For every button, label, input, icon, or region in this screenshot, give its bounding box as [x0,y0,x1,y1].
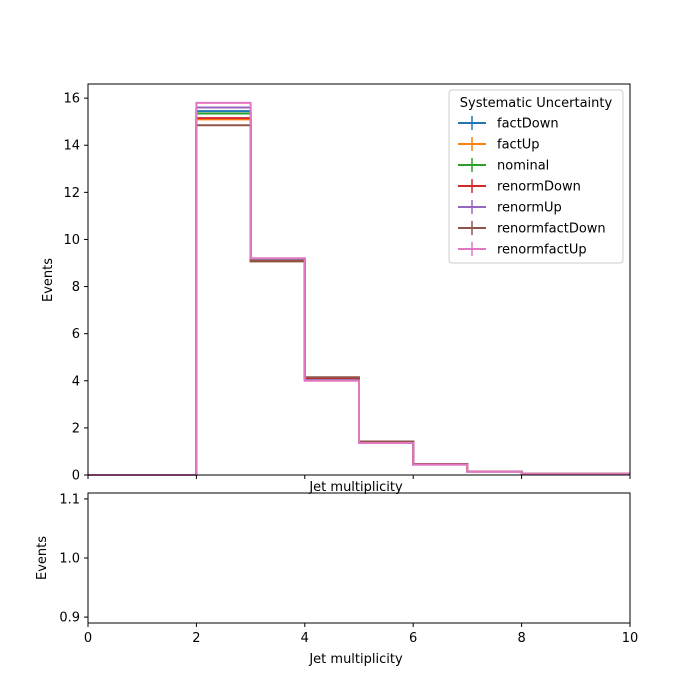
legend-label-renormfactUp: renormfactUp [497,243,587,258]
legend: Systematic Uncertainty factDown factUp nom… [448,89,624,264]
legend-label-renormfactDown: renormfactDown [497,222,606,237]
series-line-renormfactUp [88,101,630,476]
ratio-x-tick-label: 6 [409,631,417,646]
ratio-y-tick-label: 1.0 [59,552,80,567]
legend-frame [448,89,624,264]
main-y-tick-label: 10 [63,233,80,248]
main-y-ticks: 0 2 4 6 8 10 12 14 16 [63,92,88,484]
ratio-x-tick-label: 4 [301,631,309,646]
legend-label-renormDown: renormDown [497,180,581,195]
ratio-x-tick-label: 0 [84,631,92,646]
main-y-tick-label: 12 [63,186,80,201]
legend-items: factDown factUp nominal renormDown renormUp r… [458,116,606,258]
main-plot-frame [87,83,631,476]
main-y-axis-label: Events [41,258,56,302]
main-x-axis-label: Jet multiplicity [308,480,403,495]
main-y-tick-label: 16 [63,92,80,107]
legend-label-renormUp: renormUp [497,201,562,216]
main-y-tick-label: 8 [72,280,80,295]
ratio-y-tick-label: 1.1 [59,492,80,507]
legend-label-factDown: factDown [497,117,559,132]
ratio-x-tick-label: 10 [622,631,639,646]
ratio-x-tick-label: 8 [517,631,525,646]
legend-title: Systematic Uncertainty [460,96,613,111]
main-y-tick-label: 14 [63,139,80,154]
main-series-group [88,101,630,476]
main-y-tick-label: 2 [72,421,80,436]
ratio-x-ticks: 0 2 4 6 8 10 [84,623,638,646]
ratio-y-ticks: 0.9 1.0 1.1 [59,492,88,626]
legend-label-factUp: factUp [497,138,540,153]
ratio-y-axis-label: Events [35,536,50,580]
ratio-x-axis-label: Jet multiplicity [308,652,403,667]
main-x-ticks [87,475,631,479]
main-y-tick-label: 0 [72,469,80,484]
main-y-tick-label: 6 [72,327,80,342]
main-panel: 0 2 4 6 8 10 12 14 16 Jet multiplicity Events Sy… [41,83,631,495]
ratio-plot-frame [87,492,631,624]
ratio-x-tick-label: 2 [192,631,200,646]
main-y-tick-label: 4 [72,374,80,389]
legend-label-nominal: nominal [497,159,549,174]
ratio-y-tick-label: 0.9 [59,611,80,626]
ratio-panel: 0 2 4 6 8 10 0.9 1.0 1.1 Jet multiplicity Event… [35,492,638,667]
